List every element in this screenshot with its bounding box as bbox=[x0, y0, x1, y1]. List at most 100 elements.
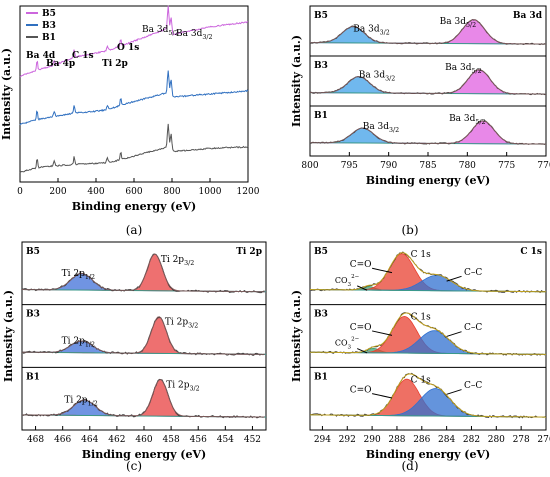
panel-d-c1s-spectrum: 294 292 290 288 286 284 282 280 278 276 Binding en… bbox=[290, 241, 550, 461]
panel-d-x-tick-label: 284 bbox=[438, 435, 455, 445]
panel-c-x-tick-label: 466 bbox=[54, 435, 71, 445]
panel-d-row-b3-arrow bbox=[356, 348, 368, 354]
panel-a-x-tick-label: 600 bbox=[125, 187, 142, 197]
panel-d-row-b5-peak-label-co: C=O bbox=[350, 260, 372, 270]
panel-b-row-b5-peak-label: Ba 3d5/2 bbox=[440, 17, 476, 29]
panel-c-row-b3-peak-label: Ti 2p3/2 bbox=[165, 318, 198, 330]
series-line-b5 bbox=[19, 5, 249, 78]
panel-d-x-axis-label: Binding energy (eV) bbox=[366, 448, 491, 461]
panel-c-row-b1-fit-envelope bbox=[22, 378, 265, 418]
panel-b-row-b1-fit-envelope bbox=[310, 120, 546, 145]
panel-d-x-tick-label: 276 bbox=[537, 435, 550, 445]
panel-d-row-b1-fit-peak bbox=[309, 388, 547, 418]
panel-a-x-tick-label: 1000 bbox=[199, 187, 222, 197]
panel-d-row-b5-fit-envelope bbox=[310, 252, 546, 293]
panel-c-ti2p-spectrum: 468 466 464 462 460 458 456 454 452 Binding energ… bbox=[2, 241, 267, 461]
peak-label-ba-4p: Ba 4p bbox=[46, 59, 75, 69]
peak-label-c-1s: C 1s bbox=[72, 51, 94, 61]
panel-c-row-b5-peak-label: Ti 2p3/2 bbox=[161, 255, 194, 267]
panel-b-caption: (b) bbox=[401, 223, 418, 237]
panel-b-plot-frame bbox=[309, 5, 547, 157]
panel-c-x-tick-label: 460 bbox=[135, 435, 152, 445]
panel-d-title: C 1s bbox=[520, 247, 542, 257]
panel-c-row-b5-fit-peak bbox=[21, 253, 267, 293]
panel-a-survey-spectrum: 0 200 400 600 800 1000 1200 Binding energy (eV)… bbox=[0, 5, 260, 213]
panel-c-x-axis-label: Binding energy (eV) bbox=[82, 448, 207, 461]
panel-b-row-b5-label: B5 bbox=[314, 11, 328, 21]
panel-d-caption: (d) bbox=[401, 459, 418, 473]
panel-d-row-b5-arrow bbox=[371, 267, 393, 274]
panel-b-row-b5-peak-label: Ba 3d3/2 bbox=[353, 25, 389, 37]
panel-d-row-b1-peak-label-c1s: C 1s bbox=[411, 375, 431, 385]
panel-d-x-tick-label: 286 bbox=[413, 435, 430, 445]
panel-b-x-tick-label: 795 bbox=[341, 161, 358, 171]
panel-b-row-b1-label: B1 bbox=[314, 111, 328, 121]
panel-d-row-b5-arrow bbox=[446, 275, 462, 282]
panel-d-row-b1-arrow bbox=[446, 389, 462, 395]
panel-d-row-b1-arrow bbox=[371, 393, 393, 399]
panel-b-x-tick-label: 785 bbox=[419, 161, 436, 171]
panel-b-x-tick-label: 780 bbox=[459, 161, 476, 171]
panel-b-row-b3-peak-label: Ba 3d3/2 bbox=[359, 71, 395, 83]
panel-c-row-b3-fit-envelope bbox=[22, 316, 265, 355]
panel-d-row-b3-peak-label-c1s: C 1s bbox=[411, 313, 431, 323]
peak-label-ba-3d32: Ba 3d3/2 bbox=[176, 29, 212, 41]
panel-d-x-tick-label: 294 bbox=[314, 435, 331, 445]
panel-c-x-tick-label: 452 bbox=[244, 435, 261, 445]
panel-d-row-b3-fit-envelope bbox=[310, 312, 546, 355]
panel-c-x-tick-label: 454 bbox=[217, 435, 234, 445]
panel-d-y-axis-label: Intensity (a.u.) bbox=[290, 290, 303, 382]
panel-b-x-axis-label: Binding energy (eV) bbox=[366, 174, 491, 187]
panel-d-x-tick-label: 288 bbox=[388, 435, 405, 445]
panel-a-x-axis-label: Binding energy (eV) bbox=[72, 200, 197, 213]
panel-c-title: Ti 2p bbox=[236, 247, 262, 257]
panel-d-row-b1-peak-label-cc: C–C bbox=[464, 381, 482, 391]
panel-c-caption: (c) bbox=[126, 459, 142, 473]
panel-d-row-b3-peak-label-cc: C–C bbox=[464, 323, 482, 333]
panel-d-x-tick-label: 282 bbox=[463, 435, 480, 445]
panel-c-x-tick-label: 468 bbox=[27, 435, 44, 445]
panel-a-x-tick-label: 800 bbox=[163, 187, 180, 197]
panel-b-row-b3-label: B3 bbox=[314, 61, 328, 71]
panel-c-x-tick-label: 464 bbox=[81, 435, 98, 445]
panel-b-row-b1-fit-peak bbox=[309, 127, 547, 145]
panel-d-x-tick-label: 292 bbox=[339, 435, 356, 445]
panel-b-x-tick-label: 775 bbox=[498, 161, 515, 171]
panel-a-x-tick-label: 400 bbox=[87, 187, 104, 197]
panel-c-row-b3-label: B3 bbox=[26, 310, 40, 320]
panel-b-row-b3-peak-label: Ba 3d5/2 bbox=[445, 63, 481, 75]
legend-label-b5: B5 bbox=[42, 9, 56, 19]
panel-c-x-tick-label: 458 bbox=[163, 435, 180, 445]
peak-label-ba-4d: Ba 4d bbox=[26, 51, 56, 61]
peak-label-ti-2p: Ti 2p bbox=[102, 59, 128, 69]
panel-a-y-axis-label: Intensity (a.u.) bbox=[0, 48, 13, 140]
panel-b-row-b1-peak-label: Ba 3d5/2 bbox=[449, 114, 485, 126]
panel-a-x-tick-label: 200 bbox=[49, 187, 66, 197]
peak-label-ba-3d52: Ba 3d5/2 bbox=[142, 25, 178, 37]
panel-c-y-axis-label: Intensity (a.u.) bbox=[2, 290, 15, 382]
panel-b-row-b3-fit-envelope bbox=[310, 69, 546, 95]
panel-c-row-b1-raw-spectrum bbox=[21, 378, 265, 419]
panel-c-row-b1-peak-label: Ti 2p1/2 bbox=[64, 396, 97, 408]
panel-d-row-b5-peak-label-c1s: C 1s bbox=[411, 250, 431, 260]
panel-b-row-b5-fit-peak bbox=[309, 26, 547, 45]
panel-c-row-b1-label: B1 bbox=[26, 372, 40, 382]
panel-b-x-tick-label: 790 bbox=[380, 161, 397, 171]
panel-d-row-b5-peak-label-cc: C–C bbox=[464, 268, 482, 278]
series-line-b1 bbox=[19, 123, 249, 174]
panel-c-plot-frame bbox=[21, 241, 267, 431]
panel-d-row-b1-fit-envelope bbox=[310, 373, 546, 418]
panel-c-row-b5-peak-label: Ti 2p1/2 bbox=[62, 269, 95, 281]
panel-b-x-tick-label: 770 bbox=[537, 161, 550, 171]
panel-b-title: Ba 3d bbox=[513, 11, 543, 21]
panel-c-row-b5-label: B5 bbox=[26, 247, 40, 257]
panel-b-ba3d-spectrum: 800 795 790 785 780 775 770 Binding energy (eV)… bbox=[290, 5, 550, 187]
panel-d-row-b3-arrow bbox=[446, 331, 462, 337]
panel-d-row-b3-arrow bbox=[371, 330, 393, 336]
panel-b-x-tick-label: 800 bbox=[301, 161, 318, 171]
panel-c-row-b5-fit-envelope bbox=[22, 253, 265, 293]
panel-d-row-b1-peak-label-co: C=O bbox=[350, 386, 372, 396]
panel-c-x-tick-label: 456 bbox=[190, 435, 207, 445]
panel-d-row-b1-label: B1 bbox=[314, 372, 328, 382]
